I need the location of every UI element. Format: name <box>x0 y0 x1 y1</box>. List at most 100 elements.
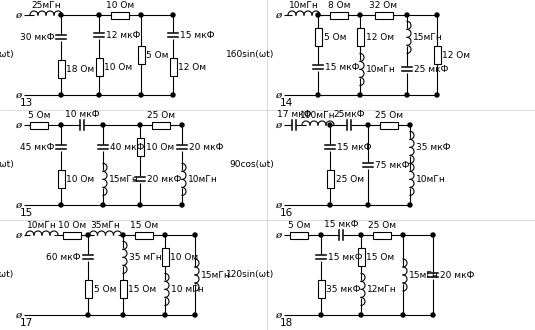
Text: 15мГн: 15мГн <box>409 271 439 280</box>
Text: ø: ø <box>275 11 281 19</box>
Circle shape <box>435 93 439 97</box>
Bar <box>135 232 153 239</box>
Circle shape <box>405 93 409 97</box>
Text: 15 мкФ: 15 мкФ <box>328 253 363 262</box>
Text: 25 Ом: 25 Ом <box>368 221 396 230</box>
Circle shape <box>193 233 197 237</box>
Text: 120sin(ωt): 120sin(ωt) <box>0 271 14 280</box>
Text: 10 мкФ: 10 мкФ <box>65 110 100 119</box>
Text: 20 мкФ: 20 мкФ <box>189 143 224 152</box>
Circle shape <box>431 233 435 237</box>
Text: 15 мкФ: 15 мкФ <box>324 220 358 229</box>
Circle shape <box>101 203 105 207</box>
Text: 30 мкФ: 30 мкФ <box>19 33 54 42</box>
Text: 13: 13 <box>20 98 33 108</box>
Circle shape <box>139 13 143 17</box>
Circle shape <box>358 93 362 97</box>
Bar <box>85 280 91 298</box>
Bar <box>136 138 143 156</box>
Text: 10мГн: 10мГн <box>27 221 57 230</box>
Bar <box>330 12 348 18</box>
Circle shape <box>319 313 323 317</box>
Text: 10мГн: 10мГн <box>188 175 218 184</box>
Text: 25 Ом: 25 Ом <box>147 112 175 120</box>
Text: 17: 17 <box>20 318 33 328</box>
Text: 80cos(ωt): 80cos(ωt) <box>0 160 14 170</box>
Text: 35мГн: 35мГн <box>90 221 120 230</box>
Text: 20 мкФ: 20 мкФ <box>440 271 475 280</box>
Text: 10 Ом: 10 Ом <box>66 175 95 184</box>
Circle shape <box>316 93 320 97</box>
Text: 60 мкФ: 60 мкФ <box>47 253 81 262</box>
Text: 45 мкФ: 45 мкФ <box>20 143 54 152</box>
Circle shape <box>408 123 412 127</box>
Bar <box>111 12 129 18</box>
Bar <box>63 232 81 239</box>
Text: 15 мкФ: 15 мкФ <box>337 143 371 152</box>
Circle shape <box>121 313 125 317</box>
Bar <box>57 170 65 188</box>
Text: 15: 15 <box>20 208 33 218</box>
Bar <box>374 12 393 18</box>
Circle shape <box>359 233 363 237</box>
Circle shape <box>328 203 332 207</box>
Text: 10мГн: 10мГн <box>366 65 396 74</box>
Text: 35 мГн: 35 мГн <box>129 253 162 262</box>
Bar <box>30 121 48 128</box>
Circle shape <box>171 13 175 17</box>
Circle shape <box>366 123 370 127</box>
Circle shape <box>328 123 332 127</box>
Text: 18: 18 <box>280 318 293 328</box>
Text: 20 мкФ: 20 мкФ <box>147 175 181 184</box>
Text: 15 Ом: 15 Ом <box>130 221 158 230</box>
Text: 12 мкФ: 12 мкФ <box>106 30 140 40</box>
Circle shape <box>59 13 63 17</box>
Text: 160sin(ωt): 160sin(ωt) <box>226 50 274 59</box>
Text: 25 мкФ: 25 мкФ <box>414 65 448 74</box>
Circle shape <box>171 93 175 97</box>
Text: ø: ø <box>275 120 281 129</box>
Text: ø: ø <box>15 120 21 129</box>
Text: 15 мкФ: 15 мкФ <box>325 62 360 72</box>
Text: 10 Ом: 10 Ом <box>146 143 174 152</box>
Text: ø: ø <box>275 311 281 319</box>
Circle shape <box>138 203 142 207</box>
Text: 35 мкФ: 35 мкФ <box>326 285 361 294</box>
Text: 25 Ом: 25 Ом <box>335 175 364 184</box>
Text: ø: ø <box>15 230 21 240</box>
Text: ø: ø <box>15 11 21 19</box>
Text: ø: ø <box>275 230 281 240</box>
Circle shape <box>138 123 142 127</box>
Text: 18 Ом: 18 Ом <box>66 65 95 74</box>
Circle shape <box>405 13 409 17</box>
Circle shape <box>401 233 405 237</box>
Bar <box>162 248 169 266</box>
Circle shape <box>408 203 412 207</box>
Text: ø: ø <box>275 90 281 100</box>
Text: 25мГн: 25мГн <box>31 1 61 10</box>
Text: 15 мкФ: 15 мкФ <box>180 30 215 40</box>
Bar <box>326 170 333 188</box>
Circle shape <box>101 123 105 127</box>
Text: 25мкФ: 25мкФ <box>333 110 365 119</box>
Text: 10 Ом: 10 Ом <box>58 221 86 230</box>
Text: 15мГн: 15мГн <box>109 175 139 184</box>
Text: ø: ø <box>275 201 281 210</box>
Text: 10 Ом: 10 Ом <box>106 2 134 11</box>
Text: 35 мкФ: 35 мкФ <box>416 143 450 152</box>
Circle shape <box>139 93 143 97</box>
Circle shape <box>59 123 63 127</box>
Circle shape <box>193 313 197 317</box>
Text: 10 мГн: 10 мГн <box>171 285 204 294</box>
Text: ø: ø <box>15 90 21 100</box>
Text: 15 Ом: 15 Ом <box>366 253 395 262</box>
Circle shape <box>163 313 167 317</box>
Text: 25 Ом: 25 Ом <box>375 112 403 120</box>
Circle shape <box>366 203 370 207</box>
Text: 12 Ом: 12 Ом <box>179 62 207 72</box>
Text: 30sin(ωt): 30sin(ωt) <box>0 50 14 59</box>
Circle shape <box>59 93 63 97</box>
Text: 5 Ом: 5 Ом <box>147 50 169 59</box>
Circle shape <box>431 313 435 317</box>
Circle shape <box>97 93 101 97</box>
